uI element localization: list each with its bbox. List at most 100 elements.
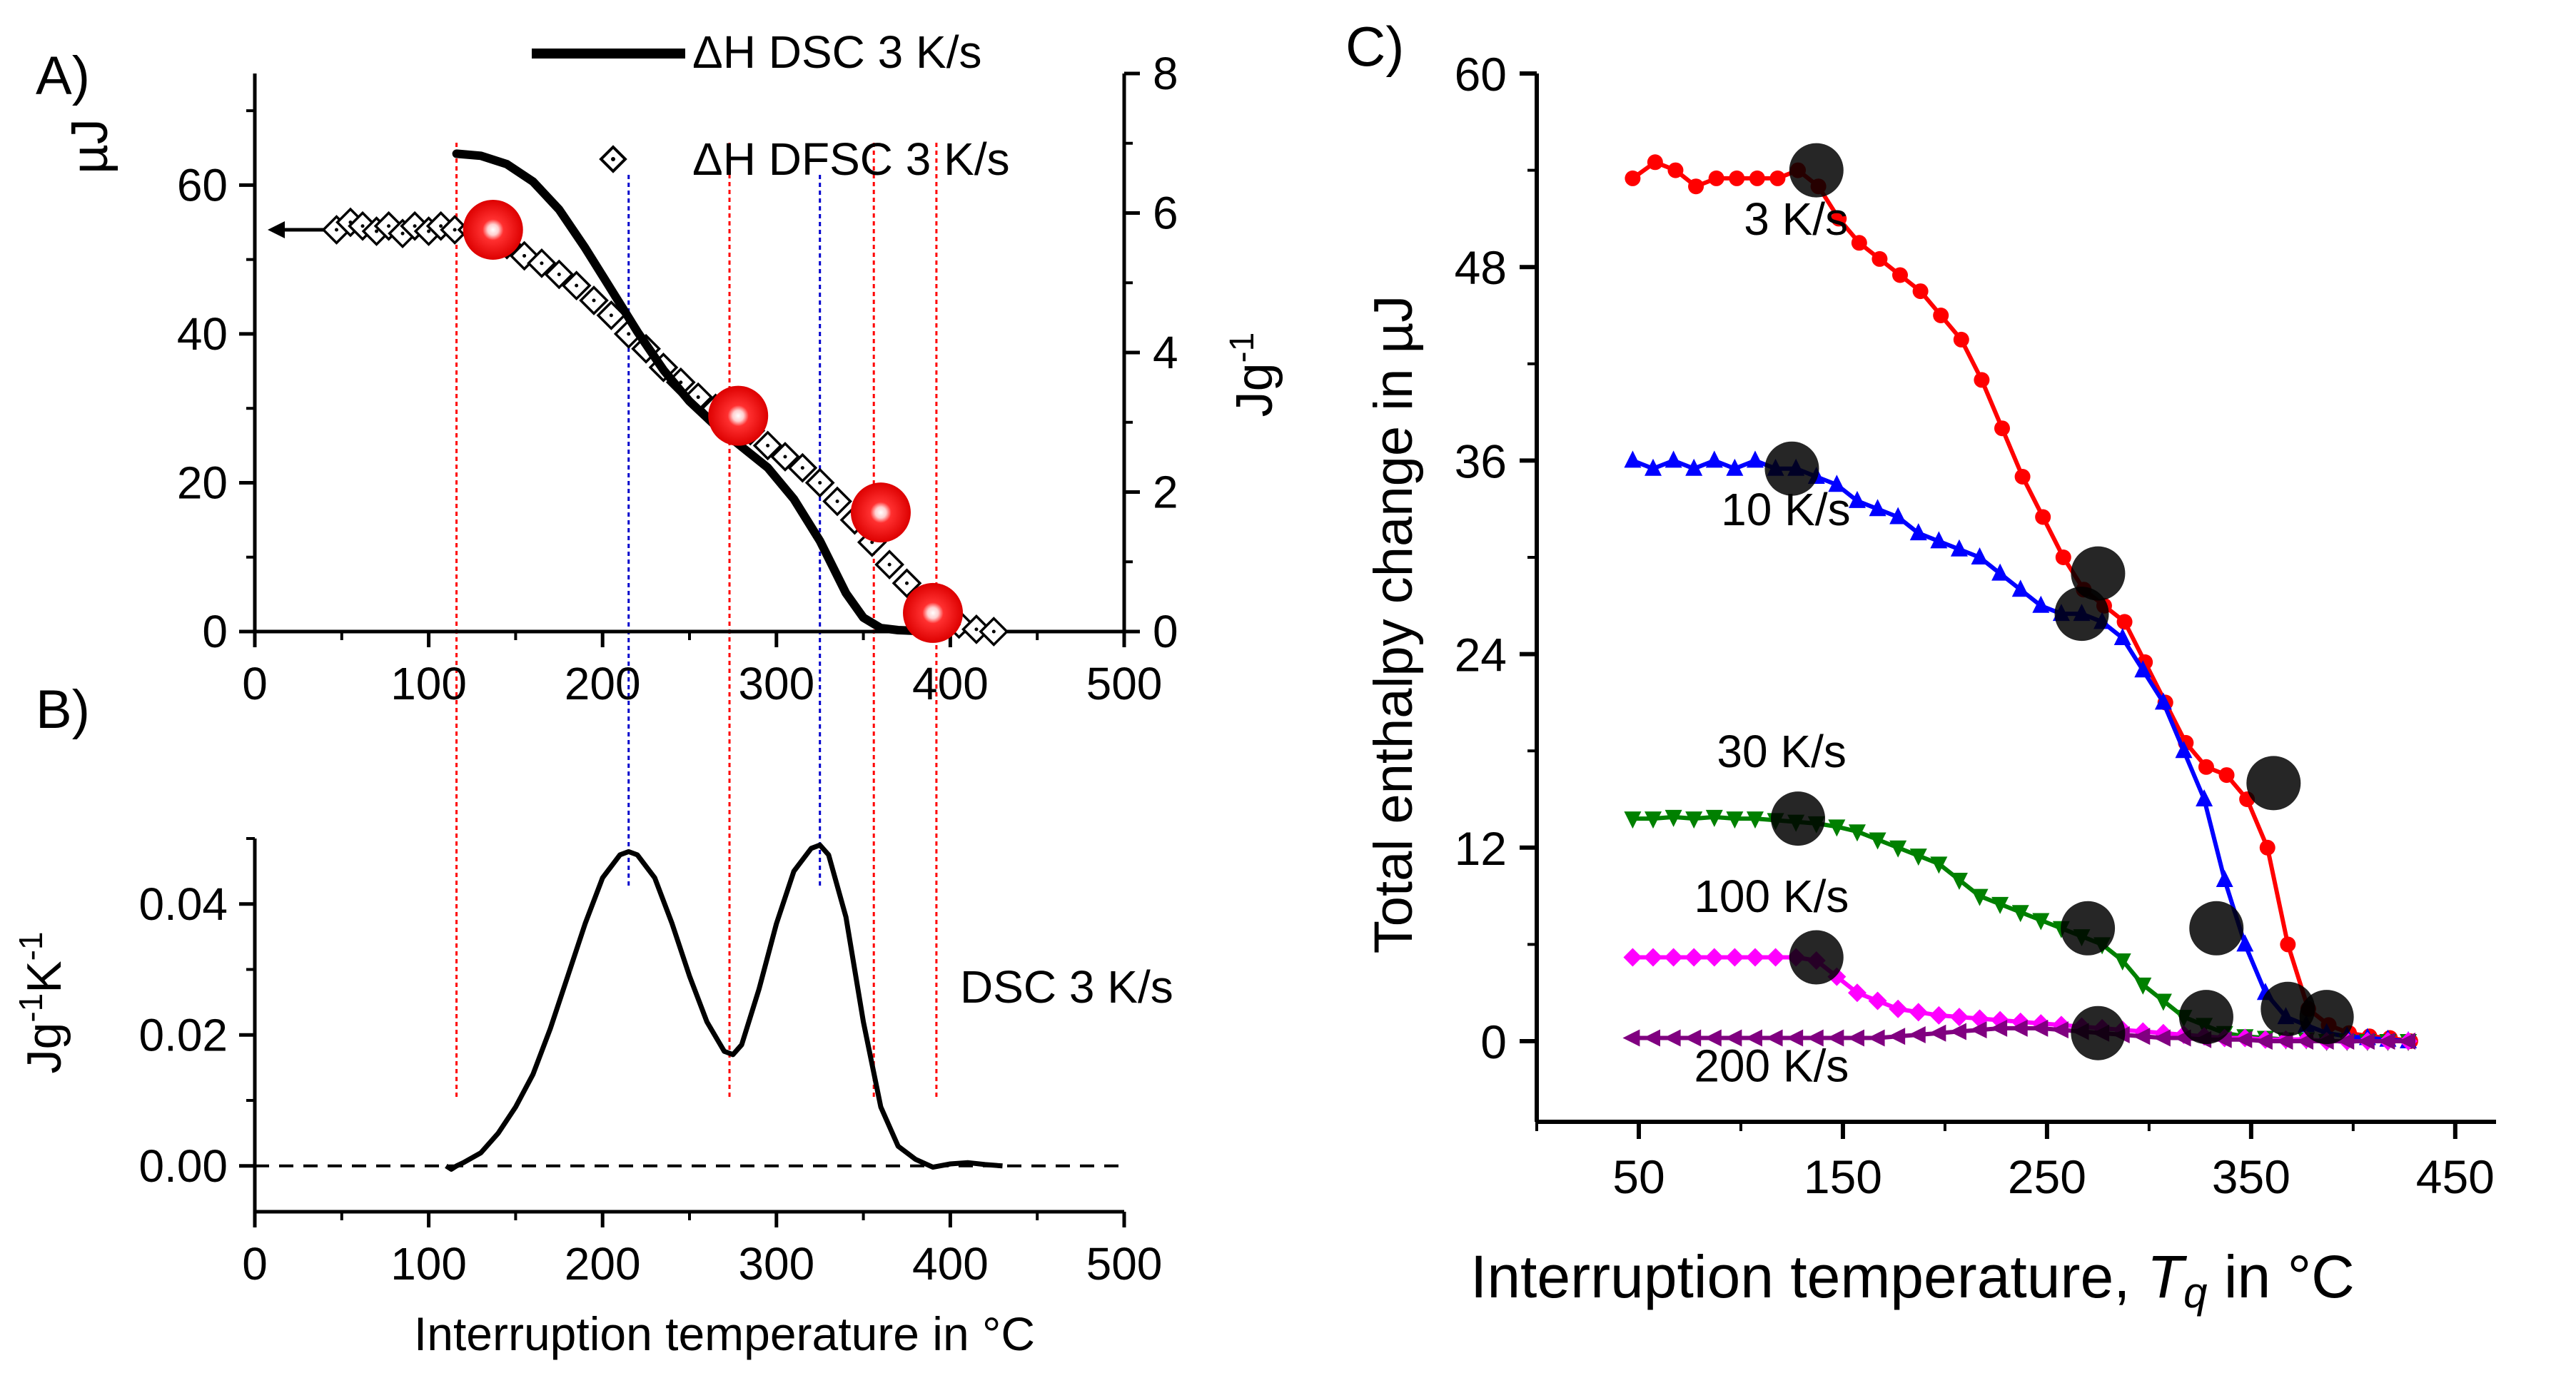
series-marker-circle — [2035, 509, 2051, 525]
series-marker-triangle-up — [2134, 660, 2152, 678]
y-tick-label: 48 — [1455, 241, 1507, 294]
legend-label-dfsc: ΔH DFSC 3 K/s — [692, 133, 1010, 185]
panel-b-axes — [253, 839, 1124, 1214]
series-marker-circle — [2116, 614, 2133, 630]
x-tick-label: 500 — [1086, 1238, 1163, 1290]
dfsc-diamond-dot — [905, 581, 909, 585]
series-marker-triangle-down — [1950, 873, 1968, 890]
x-tick-label: 200 — [565, 658, 641, 709]
dfsc-diamond-dot — [627, 332, 631, 336]
arrow-head — [268, 221, 285, 238]
dfsc-diamond-dot — [540, 261, 544, 265]
series-marker-circle — [1933, 308, 1949, 323]
series-marker-diamond — [1704, 948, 1724, 967]
y2-tick-label: 8 — [1153, 48, 1178, 99]
hatched-highlight-marker — [1789, 930, 1844, 985]
dfsc-diamond-dot — [766, 443, 770, 447]
series-marker-circle — [1688, 178, 1704, 195]
series-marker-triangle-up — [1644, 458, 1662, 476]
series-marker-circle — [1912, 283, 1929, 300]
series-marker-triangle-down — [1991, 896, 2009, 914]
series-marker-triangle-down — [1746, 811, 1764, 829]
panel-c-ticks: 50 150 250 350 450 0 12 24 36 48 60 — [1455, 48, 2495, 1203]
series-marker-triangle-left — [1969, 1021, 1987, 1039]
series-marker-diamond — [1949, 1008, 1969, 1027]
panel-b-label: B) — [36, 679, 90, 740]
series-marker-triangle-left — [1990, 1019, 2008, 1037]
legend-marker-dfsc-dot — [611, 157, 615, 161]
series-marker-triangle-left — [1622, 1029, 1640, 1047]
series-marker-triangle-left — [1908, 1025, 1926, 1043]
dfsc-diamond-dot — [818, 480, 822, 485]
panel-a-plot — [268, 149, 1009, 647]
panel-c-series-labels: 3 K/s 10 K/s 30 K/s 100 K/s 200 K/s — [1694, 193, 1850, 1092]
series-marker-triangle-up — [1889, 507, 1907, 525]
series-marker-triangle-down — [1930, 856, 1948, 874]
series-marker-circle — [1647, 154, 1663, 171]
x-tick-label: 100 — [390, 1238, 467, 1290]
series-marker-triangle-left — [1888, 1028, 1906, 1045]
dfsc-diamond-dot — [400, 231, 405, 235]
series-marker-diamond — [1664, 948, 1683, 967]
series-marker-triangle-up — [1665, 450, 1682, 468]
highlight-ball — [463, 199, 523, 260]
dsc-heatflow-curve — [445, 842, 1003, 1172]
hatched-highlight-marker — [1789, 143, 1844, 198]
x-tick-label: 200 — [565, 1238, 641, 1290]
panel-c-y-label: Total enthalpy change in µJ — [1363, 295, 1424, 954]
x-tick-label: 50 — [1612, 1150, 1665, 1203]
series-marker-circle — [1872, 250, 1888, 267]
series-marker-circle — [1625, 170, 1641, 186]
x-tick-label: 0 — [242, 658, 268, 709]
series-marker-triangle-down — [1889, 840, 1907, 858]
y2-tick-label: 4 — [1153, 327, 1178, 378]
series-marker-triangle-left — [1765, 1029, 1783, 1047]
panel-c-x-label: Interruption temperature, Tq in °C — [1470, 1243, 2355, 1317]
series-marker-circle — [1974, 372, 1990, 388]
dfsc-diamond-dot — [334, 228, 338, 232]
y-tick-label: 20 — [177, 457, 228, 508]
y-tick-label: 24 — [1455, 629, 1507, 682]
series-marker-triangle-left — [2337, 1033, 2355, 1050]
series-marker-triangle-left — [2398, 1033, 2416, 1050]
series-marker-triangle-left — [1786, 1029, 1804, 1047]
series-marker-triangle-left — [1867, 1029, 1885, 1047]
x-tick-label: 400 — [912, 658, 989, 709]
series-marker-circle — [1708, 170, 1724, 186]
series-marker-circle — [1994, 420, 2010, 437]
series-marker-triangle-up — [2011, 579, 2029, 597]
series-marker-circle — [2014, 469, 2031, 485]
dfsc-diamond-dot — [592, 298, 596, 303]
series-marker-triangle-up — [1991, 563, 2009, 581]
y-tick-label: 40 — [177, 308, 228, 360]
hatched-highlight-marker — [2071, 1005, 2126, 1060]
y-tick-label: 0.00 — [138, 1140, 228, 1192]
series-marker-triangle-down — [2134, 977, 2152, 995]
series-marker-triangle-up — [1705, 450, 1723, 468]
series-marker-diamond — [1909, 1003, 1928, 1022]
x-tick-label: 150 — [1804, 1150, 1882, 1203]
panel-a-guides — [455, 143, 938, 1099]
dfsc-diamond-dot — [835, 500, 839, 504]
series-marker-triangle-down — [1665, 809, 1682, 827]
series-marker-diamond — [1725, 948, 1744, 967]
panel-c: 50 150 250 350 450 0 12 24 36 48 60 3 K/s 10 K/s 30 … — [1345, 15, 2496, 1317]
series-marker-triangle-left — [2010, 1019, 2028, 1037]
dfsc-diamond-dot — [557, 273, 561, 277]
series-marker-circle — [2055, 549, 2071, 565]
series-marker-triangle-down — [1828, 819, 1846, 837]
series-marker-circle — [2198, 759, 2214, 775]
series-marker-triangle-up — [2032, 595, 2050, 613]
series-marker-triangle-up — [2196, 789, 2213, 806]
series-marker-circle — [2280, 936, 2296, 953]
series-marker-triangle-up — [1950, 539, 1968, 557]
series-label: 3 K/s — [1744, 193, 1848, 245]
series-marker-diamond — [1929, 1005, 1949, 1025]
x-tick-label: 0 — [242, 1238, 268, 1290]
series-marker-diamond — [1684, 948, 1704, 967]
series-marker-triangle-up — [1909, 523, 1927, 541]
y-tick-label: 0 — [1480, 1015, 1507, 1068]
y-tick-label: 0.04 — [138, 878, 228, 930]
series-label: 100 K/s — [1694, 871, 1849, 922]
